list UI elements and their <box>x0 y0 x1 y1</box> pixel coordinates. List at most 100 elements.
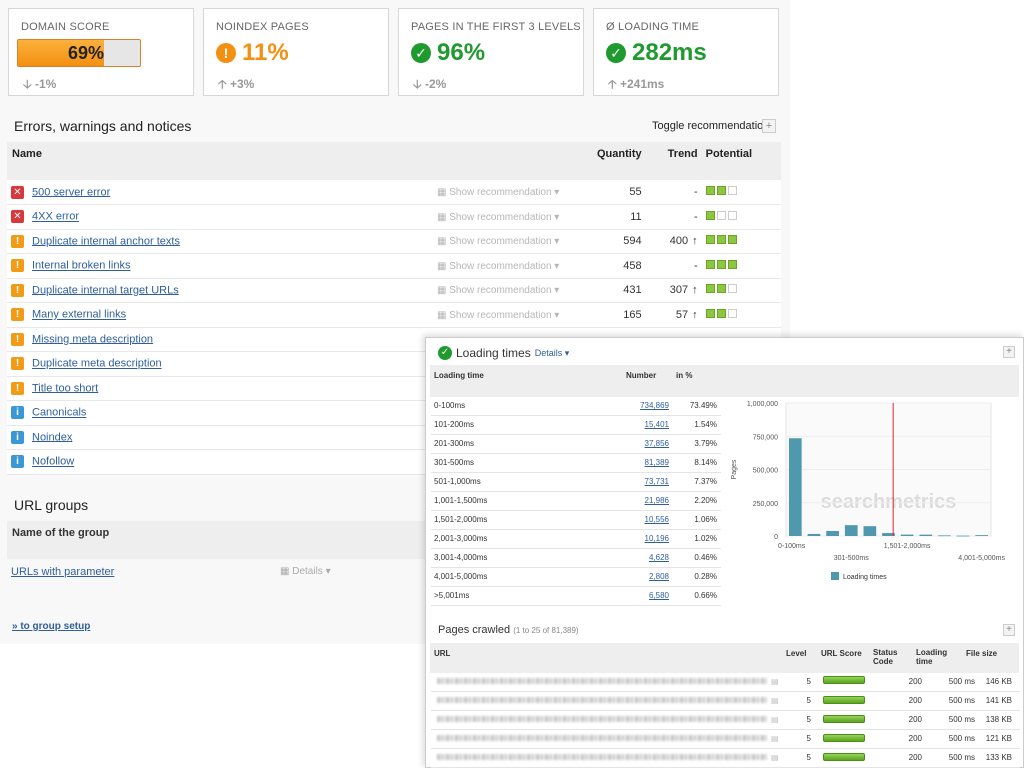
warning-icon: ! <box>11 283 24 297</box>
loading-number[interactable]: 10,196 <box>611 529 669 549</box>
potential-square <box>705 210 715 220</box>
issue-link[interactable]: Duplicate internal target URLs <box>32 284 179 297</box>
loading-number[interactable]: 37,856 <box>611 434 669 454</box>
chart-bar[interactable] <box>882 533 895 536</box>
show-recommendation-button[interactable]: ▦ Show recommendation ▾ <box>437 236 560 248</box>
show-recommendation-button[interactable]: ▦ Show recommendation ▾ <box>437 211 560 223</box>
blurred-url[interactable] <box>437 677 767 684</box>
calendar-icon: ▦ <box>437 236 450 248</box>
loading-range: 201-300ms <box>431 434 611 454</box>
column-loading-time[interactable]: Loading time <box>916 648 948 666</box>
page-icon[interactable]: ▤ <box>771 715 779 724</box>
column-name[interactable]: Name <box>12 148 42 160</box>
arrow-up-icon: 🡡 <box>218 77 227 91</box>
details-dropdown[interactable]: Details ▾ <box>534 347 570 358</box>
calendar-icon: ▦ <box>437 309 450 321</box>
loading-number[interactable]: 2,808 <box>611 567 669 587</box>
kpi-loading-time: Ø LOADING TIME ✓ 282ms 🡡 +241ms <box>593 8 779 96</box>
chart-bar[interactable] <box>975 535 989 536</box>
issue-link[interactable]: 4XX error <box>32 210 80 223</box>
issue-link[interactable]: Internal broken links <box>32 259 131 272</box>
issue-link[interactable]: Duplicate internal anchor texts <box>32 235 180 248</box>
potential-square <box>727 186 737 195</box>
arrow-up-icon: 🡡 <box>608 77 617 91</box>
chart-bar[interactable] <box>956 535 970 537</box>
plus-icon[interactable]: + <box>1003 346 1015 358</box>
pages-crawled-title: Pages crawled <box>438 624 511 636</box>
loading-time-value: 500 ms <box>922 710 975 730</box>
loading-number[interactable]: 4,628 <box>611 548 669 568</box>
loading-number[interactable]: 6,580 <box>611 586 669 606</box>
chart-bar[interactable] <box>938 535 951 537</box>
loading-percent: 0.28% <box>669 567 721 587</box>
column-status-code[interactable]: Status Code <box>873 648 898 666</box>
blurred-url[interactable] <box>437 716 767 722</box>
page-icon[interactable]: ▤ <box>771 734 779 743</box>
table-row: 201-300ms 37,856 3.79% <box>431 434 721 454</box>
page-icon[interactable]: ▤ <box>771 676 779 686</box>
chart-bar[interactable] <box>807 533 821 536</box>
issue-link[interactable]: Nofollow <box>32 455 75 468</box>
x-tick-label: 301-500ms <box>834 555 870 562</box>
chart-bar[interactable] <box>919 534 933 536</box>
group-setup-link[interactable]: » to group setup <box>12 621 91 632</box>
loading-percent: 0.66% <box>669 586 721 606</box>
level-value: 5 <box>781 748 817 768</box>
issue-link[interactable]: Noindex <box>32 431 73 444</box>
loading-number[interactable]: 15,401 <box>611 415 669 435</box>
url-group-details[interactable]: ▦ Details ▾ <box>280 566 331 577</box>
url-score-bar <box>823 695 865 704</box>
x-tick-label: 0-100ms <box>778 543 806 550</box>
column-potential[interactable]: Potential <box>705 148 753 160</box>
chart-bar[interactable] <box>826 530 839 536</box>
issue-link[interactable]: Many external links <box>32 308 127 321</box>
show-recommendation-button[interactable]: ▦ Show recommendation ▾ <box>437 309 560 321</box>
potential-square <box>716 259 726 269</box>
potential-square <box>716 235 726 245</box>
issue-link[interactable]: Title too short <box>32 382 99 395</box>
column-url[interactable]: URL <box>434 649 451 658</box>
blurred-url[interactable] <box>437 697 767 703</box>
kpi-label: DOMAIN SCORE <box>21 21 110 33</box>
url-group-link[interactable]: URLs with parameter <box>11 566 115 578</box>
loading-percent: 1.54% <box>669 415 721 435</box>
loading-number[interactable]: 21,986 <box>611 491 669 511</box>
plus-icon[interactable]: + <box>1003 624 1015 636</box>
quantity-value: 165 <box>597 302 642 328</box>
column-url-score[interactable]: URL Score <box>821 649 862 658</box>
page-icon[interactable]: ▤ <box>771 753 779 762</box>
column-quantity[interactable]: Quantity <box>597 148 642 160</box>
chart-bar[interactable] <box>863 526 877 536</box>
issue-link[interactable]: Missing meta description <box>32 333 154 346</box>
loading-number[interactable]: 10,556 <box>611 510 669 530</box>
loading-number[interactable]: 734,869 <box>611 396 669 416</box>
quantity-value: 55 <box>597 180 642 205</box>
show-recommendation-button[interactable]: ▦ Show recommendation ▾ <box>437 260 560 272</box>
column-number: Number <box>626 371 657 380</box>
error-icon: ✕ <box>11 210 24 224</box>
issue-link[interactable]: Canonicals <box>32 406 87 419</box>
blurred-url[interactable] <box>437 735 767 741</box>
show-recommendation-button[interactable]: ▦ Show recommendation ▾ <box>437 285 560 297</box>
chart-bar[interactable] <box>844 525 858 536</box>
loading-number[interactable]: 73,731 <box>611 472 669 492</box>
trend-value: 307 <box>669 284 689 297</box>
table-row: ✕ 500 server error ▦ Show recommendation ▾… <box>7 180 781 205</box>
plus-icon[interactable]: + <box>762 119 776 133</box>
show-recommendation-button[interactable]: ▦ Show recommendation ▾ <box>437 187 560 198</box>
loading-percent: 3.79% <box>669 434 721 454</box>
page-icon[interactable]: ▤ <box>771 696 779 705</box>
blurred-url[interactable] <box>437 754 767 760</box>
issue-link[interactable]: 500 server error <box>32 185 111 198</box>
issue-link[interactable]: Duplicate meta description <box>32 357 162 370</box>
column-trend[interactable]: Trend <box>667 148 698 160</box>
chart-bar[interactable] <box>788 438 802 536</box>
loading-number[interactable]: 81,389 <box>611 453 669 473</box>
url-score-bar <box>823 733 865 742</box>
toggle-recommendations-label[interactable]: Toggle recommendations <box>652 120 775 132</box>
column-level[interactable]: Level <box>786 649 807 658</box>
warning-icon: ! <box>11 332 24 346</box>
column-file-size[interactable]: File size <box>966 649 998 658</box>
url-score-bar <box>823 752 865 761</box>
chart-bar[interactable] <box>900 534 914 536</box>
